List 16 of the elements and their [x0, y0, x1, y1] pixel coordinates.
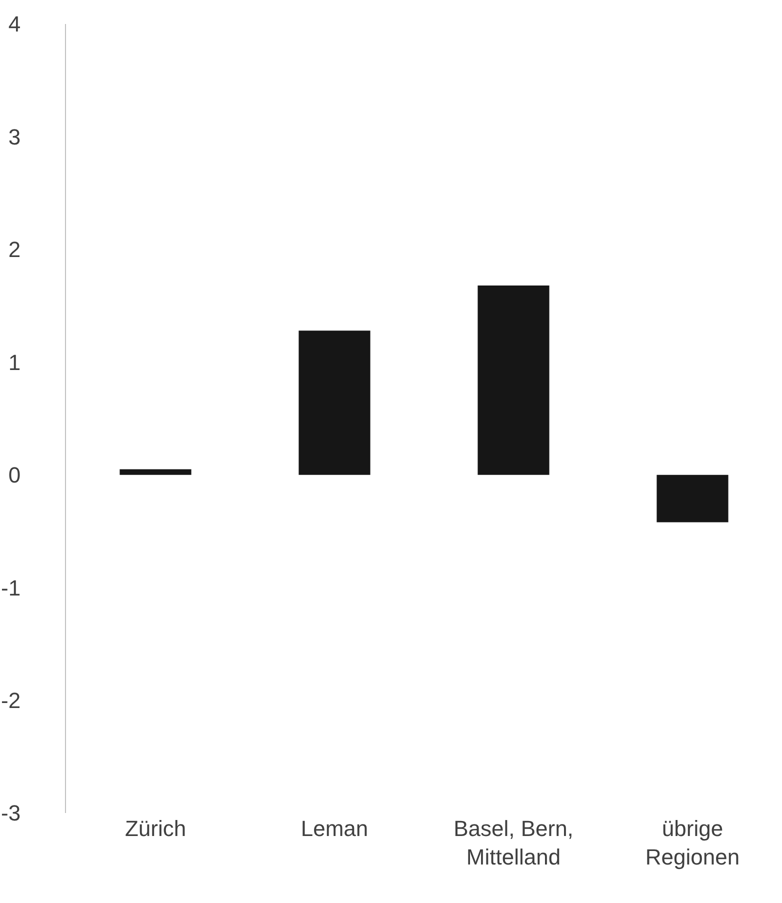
y-tick-label: -1 — [1, 575, 21, 600]
x-tick-label: Zürich — [124, 816, 186, 841]
y-tick-label: 2 — [8, 237, 21, 262]
bar — [656, 474, 728, 522]
bar — [298, 330, 370, 475]
y-tick-label: 3 — [8, 124, 21, 150]
bar — [120, 469, 192, 475]
y-tick-label: -2 — [1, 688, 21, 713]
y-tick-label: 0 — [8, 462, 21, 488]
y-tick-label: 1 — [8, 350, 21, 375]
bar — [478, 286, 550, 475]
x-tick-label: Leman — [300, 816, 368, 841]
x-tick-label: Basel, Bern, Mittelland — [454, 816, 574, 870]
y-tick-label: -3 — [1, 800, 21, 826]
x-tick-label: übrige Regionen — [645, 816, 740, 870]
y-tick-label: 4 — [8, 12, 21, 37]
